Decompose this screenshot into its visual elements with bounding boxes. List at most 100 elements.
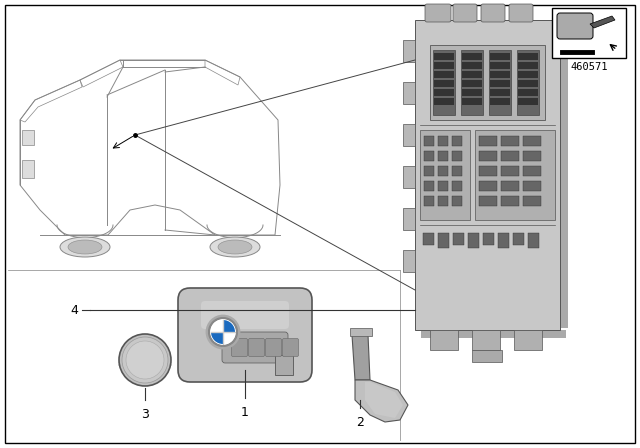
Bar bbox=[490, 62, 510, 69]
FancyBboxPatch shape bbox=[232, 339, 248, 357]
Bar bbox=[22, 130, 34, 145]
Bar bbox=[452, 181, 462, 191]
Bar bbox=[433, 50, 455, 115]
Bar bbox=[452, 196, 462, 206]
Bar bbox=[523, 196, 541, 206]
Bar bbox=[452, 166, 462, 176]
FancyBboxPatch shape bbox=[453, 4, 477, 22]
Text: 3: 3 bbox=[141, 408, 149, 421]
Bar bbox=[518, 98, 538, 105]
Bar bbox=[424, 181, 434, 191]
Bar bbox=[490, 89, 510, 96]
Bar bbox=[438, 196, 448, 206]
Bar bbox=[462, 71, 482, 78]
Bar bbox=[403, 124, 415, 146]
Polygon shape bbox=[365, 382, 403, 418]
Bar bbox=[498, 233, 509, 248]
Bar bbox=[479, 166, 497, 176]
Bar bbox=[501, 151, 519, 161]
Circle shape bbox=[209, 318, 237, 346]
Bar bbox=[415, 20, 560, 330]
Wedge shape bbox=[211, 320, 223, 332]
Bar bbox=[434, 71, 454, 78]
Bar bbox=[513, 233, 524, 245]
Bar bbox=[560, 26, 568, 328]
Ellipse shape bbox=[68, 240, 102, 254]
Text: 4: 4 bbox=[70, 303, 78, 316]
Bar bbox=[424, 196, 434, 206]
Bar bbox=[523, 136, 541, 146]
Bar bbox=[403, 250, 415, 272]
Bar bbox=[462, 80, 482, 87]
Bar bbox=[461, 50, 483, 115]
Bar bbox=[438, 233, 449, 248]
Polygon shape bbox=[355, 380, 408, 422]
Bar bbox=[434, 62, 454, 69]
Bar bbox=[490, 53, 510, 60]
FancyBboxPatch shape bbox=[425, 4, 451, 22]
Bar bbox=[552, 8, 626, 58]
Ellipse shape bbox=[210, 237, 260, 257]
Bar bbox=[528, 233, 539, 248]
Bar bbox=[475, 130, 555, 220]
Wedge shape bbox=[223, 332, 235, 344]
Bar bbox=[518, 53, 538, 60]
FancyBboxPatch shape bbox=[481, 4, 505, 22]
Bar bbox=[518, 71, 538, 78]
Bar bbox=[403, 40, 415, 62]
Bar bbox=[438, 151, 448, 161]
Bar bbox=[472, 330, 500, 350]
Bar bbox=[423, 233, 434, 245]
Polygon shape bbox=[590, 16, 615, 28]
Bar bbox=[462, 98, 482, 105]
Wedge shape bbox=[223, 320, 235, 332]
Bar bbox=[438, 166, 448, 176]
Bar bbox=[438, 181, 448, 191]
FancyBboxPatch shape bbox=[282, 339, 298, 357]
Bar bbox=[523, 181, 541, 191]
Text: 460571: 460571 bbox=[570, 62, 608, 72]
FancyBboxPatch shape bbox=[248, 339, 264, 357]
Bar bbox=[434, 53, 454, 60]
Text: 1: 1 bbox=[241, 406, 249, 419]
Text: 2: 2 bbox=[356, 416, 364, 429]
Bar bbox=[420, 130, 470, 220]
Bar bbox=[501, 196, 519, 206]
Ellipse shape bbox=[122, 337, 168, 383]
FancyBboxPatch shape bbox=[266, 339, 282, 357]
Bar bbox=[490, 98, 510, 105]
Bar bbox=[421, 330, 566, 338]
Bar bbox=[490, 80, 510, 87]
FancyBboxPatch shape bbox=[557, 13, 593, 39]
Bar bbox=[434, 98, 454, 105]
FancyBboxPatch shape bbox=[509, 4, 533, 22]
Bar bbox=[403, 82, 415, 104]
Bar bbox=[483, 233, 494, 245]
Bar bbox=[452, 151, 462, 161]
Bar bbox=[501, 136, 519, 146]
Bar bbox=[462, 62, 482, 69]
Bar bbox=[350, 328, 372, 336]
Bar bbox=[479, 151, 497, 161]
Bar bbox=[489, 50, 511, 115]
Bar bbox=[479, 196, 497, 206]
Bar bbox=[468, 233, 479, 248]
Bar bbox=[403, 166, 415, 188]
Bar bbox=[501, 166, 519, 176]
Bar bbox=[523, 151, 541, 161]
Ellipse shape bbox=[60, 237, 110, 257]
FancyBboxPatch shape bbox=[178, 288, 312, 382]
Bar bbox=[424, 151, 434, 161]
Bar bbox=[462, 89, 482, 96]
Bar bbox=[518, 62, 538, 69]
Bar bbox=[434, 80, 454, 87]
Bar bbox=[452, 136, 462, 146]
Bar bbox=[518, 89, 538, 96]
Bar bbox=[479, 136, 497, 146]
Bar bbox=[490, 71, 510, 78]
Bar bbox=[517, 50, 539, 115]
Bar bbox=[472, 350, 502, 362]
Bar bbox=[430, 45, 545, 120]
Ellipse shape bbox=[119, 334, 171, 386]
Bar bbox=[462, 53, 482, 60]
